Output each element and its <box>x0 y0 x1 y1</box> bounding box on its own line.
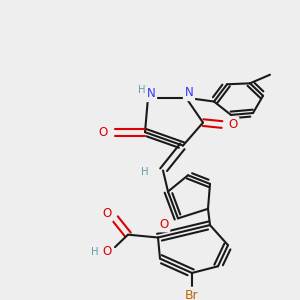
Text: Br: Br <box>185 289 199 300</box>
Text: H: H <box>141 167 149 177</box>
Text: O: O <box>98 126 108 139</box>
Text: O: O <box>102 245 112 258</box>
Text: N: N <box>184 86 194 99</box>
Text: O: O <box>159 218 169 231</box>
Text: H: H <box>91 247 99 257</box>
Text: O: O <box>228 118 238 131</box>
Text: O: O <box>102 207 112 220</box>
Text: H: H <box>138 85 146 95</box>
Text: N: N <box>147 87 155 101</box>
